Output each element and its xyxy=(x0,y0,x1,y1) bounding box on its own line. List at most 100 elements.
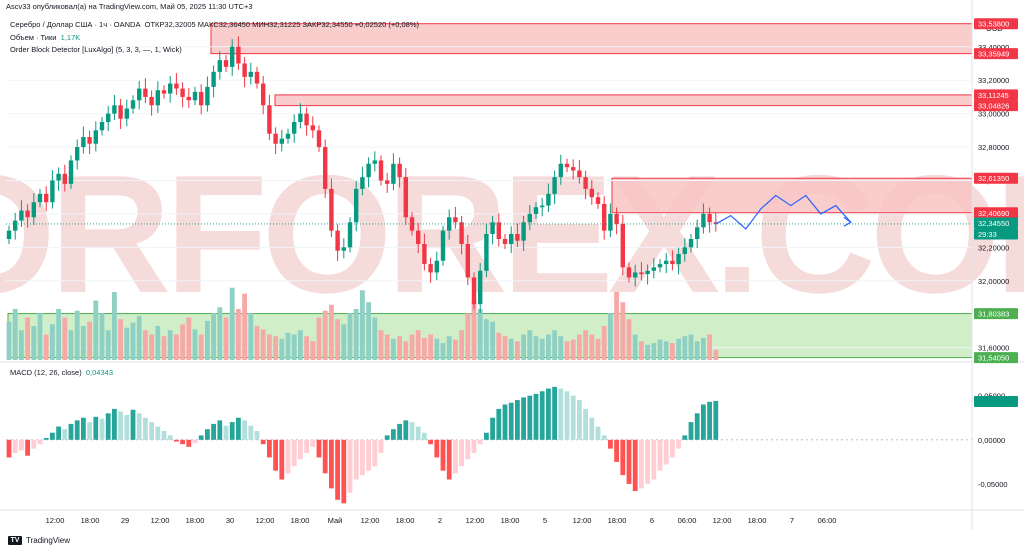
volume-bar xyxy=(508,338,514,360)
volume-bar xyxy=(180,324,185,360)
macd-bar xyxy=(93,416,99,440)
price-label-text: 31,54050 xyxy=(978,354,1009,363)
macd-bar xyxy=(167,435,173,440)
macd-bar xyxy=(19,439,24,451)
macd-bar xyxy=(533,393,539,440)
volume-bar xyxy=(707,334,712,360)
macd-bar xyxy=(595,426,601,440)
macd-bar xyxy=(465,439,471,460)
macd-bar xyxy=(391,429,396,440)
time-tick-label: 12:00 xyxy=(361,516,380,525)
macd-label: MACD (12, 26, close) xyxy=(10,368,82,377)
volume-legend[interactable]: Объем · Тики 1,17K xyxy=(10,33,80,42)
time-tick-label: 30 xyxy=(226,516,234,525)
macd-bar xyxy=(316,439,322,458)
candle-body xyxy=(416,230,421,245)
bearish-order-block xyxy=(210,23,973,55)
volume-bar xyxy=(174,334,179,360)
price-label-badge xyxy=(974,89,1018,101)
volume-bar xyxy=(471,300,477,360)
macd-bar xyxy=(68,423,74,440)
macd-bar xyxy=(37,439,43,445)
price-label-text: 29:33 xyxy=(978,230,997,239)
candle-body xyxy=(509,233,514,245)
volume-bar xyxy=(409,334,415,360)
publish-caption: Ascv33 опубликовал(а) на TradingView.com… xyxy=(6,2,253,11)
candle-body xyxy=(428,264,433,273)
candle-body xyxy=(695,227,700,239)
volume-bar xyxy=(465,313,471,360)
time-tick-label: 12:00 xyxy=(151,516,170,525)
candle-body xyxy=(651,267,656,271)
macd-bar xyxy=(229,422,235,440)
macd-bar xyxy=(515,400,520,440)
volume-bar xyxy=(639,341,644,360)
macd-bar xyxy=(310,439,316,447)
price-label-text: 32,61350 xyxy=(978,174,1009,183)
volume-bar xyxy=(403,341,409,360)
volume-bar xyxy=(192,329,198,360)
volume-bar xyxy=(242,293,247,360)
macd-bar xyxy=(192,439,198,444)
macd-legend[interactable]: MACD (12, 26, close) 0,04343 xyxy=(10,368,113,377)
candle-body xyxy=(155,90,160,106)
candle-body xyxy=(564,163,570,168)
price-label-badge xyxy=(974,18,1018,30)
macd-histogram xyxy=(6,386,972,504)
candle-body xyxy=(478,270,483,305)
volume-label: Объем · Тики xyxy=(10,33,57,42)
volume-bar xyxy=(25,317,30,360)
volume-bar xyxy=(229,287,235,360)
candle-body xyxy=(25,210,30,218)
volume-bar xyxy=(304,336,309,360)
symbol-legend[interactable]: Серебро / Доллар США · 1ч · OANDA ОТКР32… xyxy=(10,20,419,29)
candle-body xyxy=(273,133,278,144)
footer-brand: TradingView xyxy=(26,536,71,545)
candle-body xyxy=(316,130,322,148)
candle-body xyxy=(459,222,464,245)
indicator-legend[interactable]: Order Block Detector [LuxAlgo] (5, 3, 3,… xyxy=(10,45,182,54)
volume-bar xyxy=(335,319,340,360)
volume-bar xyxy=(136,315,142,360)
price-label-text: 33,04826 xyxy=(978,102,1009,111)
tradingview-footer[interactable]: TV TradingView xyxy=(8,536,70,545)
volume-bar xyxy=(440,343,446,360)
macd-bar xyxy=(583,408,588,440)
volume-value: 1,17K xyxy=(60,33,81,42)
macd-bar xyxy=(471,439,477,454)
symbol-name[interactable]: Серебро / Доллар США · 1ч · OANDA xyxy=(10,20,141,29)
price-axis[interactable]: USD33,4000033,2000033,0000032,8000032,60… xyxy=(974,18,1018,489)
time-tick-label: 12:00 xyxy=(256,516,275,525)
time-axis[interactable]: 12:00 18:00 29 12:00 18:00 30 12:00 18:00 Май 12:… xyxy=(46,516,837,525)
macd-bar xyxy=(25,439,30,456)
time-tick-label: 12:00 xyxy=(466,516,485,525)
volume-bar xyxy=(161,336,167,360)
macd-bar xyxy=(211,423,216,440)
candle-body xyxy=(124,108,129,119)
macd-tick-label: -0,05000 xyxy=(978,480,1008,489)
volume-bar xyxy=(167,330,173,360)
volume-bar xyxy=(564,341,570,360)
bearish-order-block xyxy=(274,94,973,107)
candle-body xyxy=(19,210,24,221)
volume-bar xyxy=(347,313,353,360)
macd-bar xyxy=(223,425,229,440)
candle-body xyxy=(168,83,173,94)
candle-body xyxy=(242,63,247,77)
candles xyxy=(6,36,972,314)
candle-body xyxy=(360,177,365,189)
time-tick-label: 2 xyxy=(438,516,442,525)
price-label-text: 33,11245 xyxy=(978,91,1009,100)
macd-bar xyxy=(614,439,619,462)
volume-bar xyxy=(291,334,297,360)
time-tick-label: 12:00 xyxy=(713,516,732,525)
macd-bar xyxy=(285,439,291,474)
macd-bar xyxy=(87,422,92,440)
candle-body xyxy=(657,264,663,268)
time-tick-label: 5 xyxy=(543,516,547,525)
macd-bar xyxy=(707,401,712,440)
candle-body xyxy=(602,203,607,231)
candle-body xyxy=(633,272,638,278)
macd-bar xyxy=(434,439,440,458)
